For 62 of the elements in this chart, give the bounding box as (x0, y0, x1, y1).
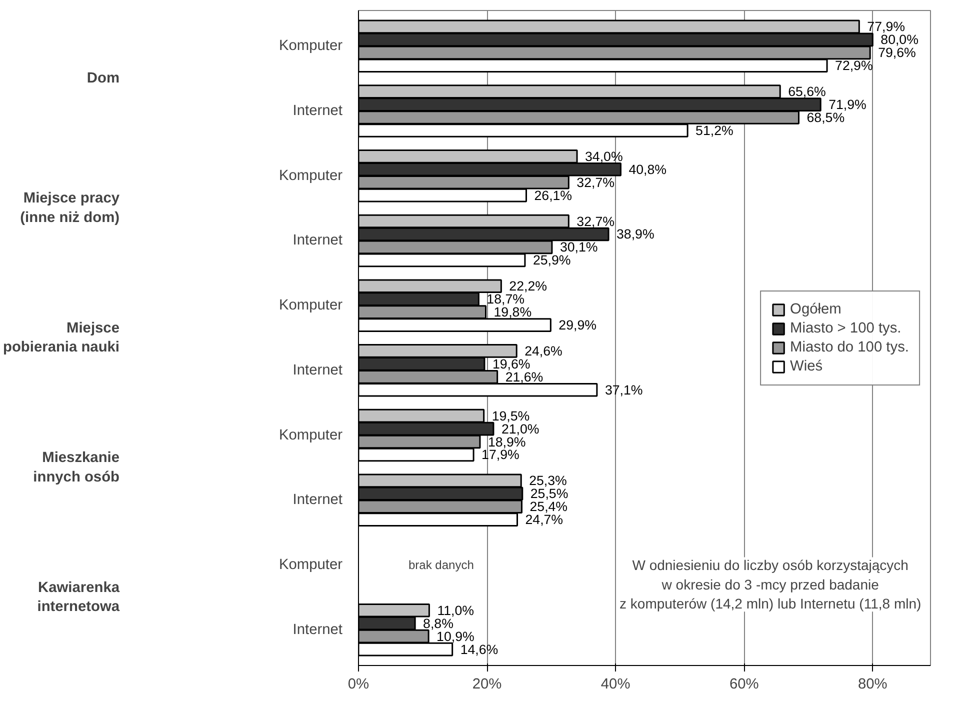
data-label: 19,6% (492, 356, 530, 372)
data-label: 37,1% (604, 382, 643, 398)
legend-label: Ogółem (790, 301, 842, 317)
annotation: W odniesieniu do liczby osób korzystających w okresie do 3 -mcy przed badanie z komputerów (14,2 mln) lub Internetu (11,8 mln) (620, 557, 922, 612)
y-tick-label: Internet (292, 362, 342, 378)
y-tick-label: Internet (292, 622, 342, 638)
data-label: 65,6% (788, 84, 826, 100)
x-tick-label: 40% (600, 676, 630, 692)
data-label: 21,0% (501, 421, 540, 436)
text: Miejsce pracy (inne niż dom) (20, 190, 120, 226)
legend-label: Miasto > 100 tys. (790, 320, 902, 336)
data-label: 71,9% (828, 97, 867, 112)
y-tick-label: Komputer (278, 38, 343, 54)
data-label: 22,2% (509, 278, 548, 294)
data-label: 24,6% (524, 343, 563, 358)
data-label: 29,9% (558, 318, 597, 333)
data-label: 79,6% (878, 45, 916, 60)
data-label: 10,9% (436, 628, 474, 644)
data-label: 34,0% (585, 148, 623, 164)
data-label: 18,9% (488, 434, 526, 450)
y-tick-label: Internet (292, 232, 342, 249)
data-label: 8,8% (423, 616, 454, 631)
x-tick-label: 80% (858, 676, 888, 692)
annotation: brak danych (408, 558, 474, 572)
y-tick-label: Komputer (278, 427, 343, 444)
data-label: 25,9% (532, 252, 571, 268)
data-label: 68,5% (806, 110, 845, 126)
data-label: 24,7% (525, 512, 564, 528)
y-tick-label: Internet (292, 492, 342, 508)
data-label: 38,9% (616, 226, 654, 242)
data-label: 25,5% (530, 486, 568, 502)
data-label: 14,6% (460, 642, 498, 657)
y-tick-label: Komputer (278, 168, 343, 184)
y-tick-label: Komputer (278, 298, 343, 314)
text: Dom (86, 70, 120, 87)
x-tick-label: 20% (472, 676, 502, 692)
text: Kawiarenka internetowa (37, 580, 120, 616)
text: Mieszkanie innych osób (33, 450, 120, 486)
x-tick-label: 60% (729, 676, 759, 692)
data-label: 40,8% (628, 162, 667, 177)
data-label: 51,2% (696, 122, 734, 138)
y-tick-label: Komputer (278, 556, 343, 573)
y-tick-label: Internet (292, 103, 342, 120)
data-label: 25,3% (529, 473, 568, 488)
data-label: 11,0% (437, 602, 474, 618)
legend-label: Miasto do 100 tys. (790, 339, 909, 355)
data-label: 72,9% (835, 58, 873, 74)
data-label: 26,1% (534, 188, 572, 203)
text: Miejsce pobierania nauki (3, 320, 120, 356)
data-label: 32,7% (576, 214, 615, 229)
data-label: 21,6% (505, 369, 544, 384)
data-label: 80,0% (880, 32, 919, 48)
data-label: 19,5% (492, 408, 530, 424)
x-tick-label: 0% (348, 676, 370, 692)
data-label: 18,7% (486, 292, 525, 307)
legend-label: Wieś (790, 358, 823, 374)
data-label: 30,1% (560, 240, 598, 255)
data-label: 25,4% (530, 499, 568, 514)
data-label: 19,8% (494, 304, 532, 320)
data-label: 17,9% (482, 447, 520, 462)
data-label: 77,9% (867, 19, 906, 34)
data-label: 32,7% (576, 174, 615, 190)
